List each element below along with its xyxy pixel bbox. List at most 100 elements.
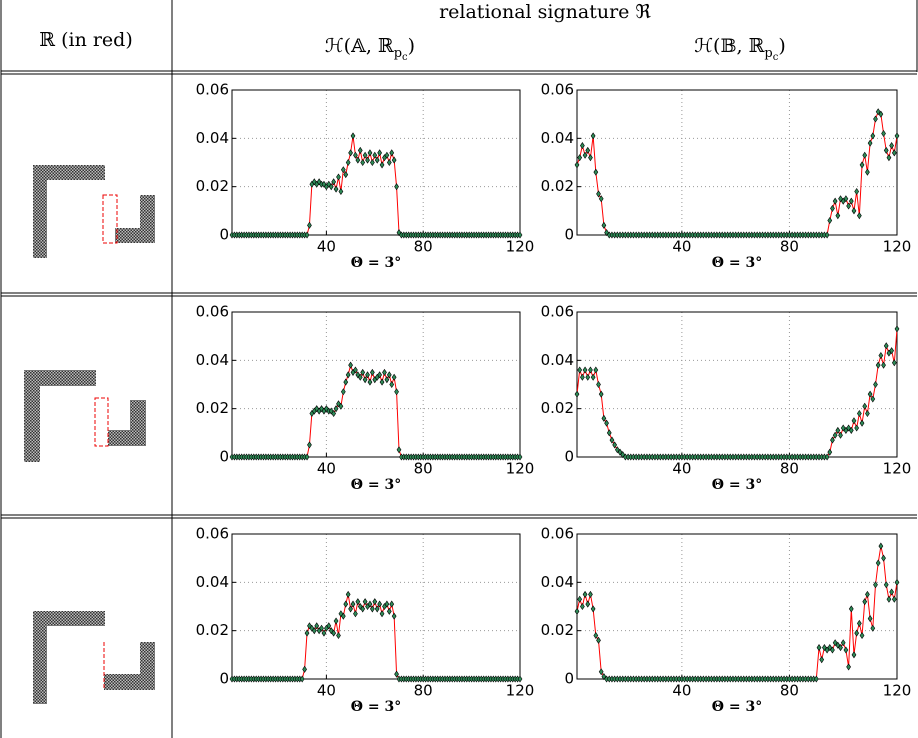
plot-area	[577, 312, 897, 457]
data-point	[601, 414, 607, 422]
x-tick-label: 120	[883, 460, 912, 478]
y-tick-label: 0	[564, 448, 574, 466]
data-point	[367, 149, 373, 157]
data-point	[585, 373, 591, 381]
y-tick-label: 0.06	[196, 303, 229, 321]
data-point	[851, 207, 857, 215]
data-point	[894, 578, 900, 586]
data-point	[883, 146, 889, 154]
data-point	[360, 368, 366, 376]
data-point	[302, 665, 307, 673]
data-point	[362, 376, 368, 384]
data-point	[360, 605, 366, 613]
data-point	[873, 380, 878, 389]
y-tick-label: 0	[219, 226, 229, 244]
data-point	[379, 610, 385, 618]
data-point	[357, 146, 363, 154]
y-tick-label: 0.02	[541, 621, 574, 639]
y-tick-label: 0.02	[541, 399, 574, 417]
plot-area	[232, 90, 520, 235]
data-point	[612, 441, 618, 449]
data-point	[580, 602, 585, 611]
data-point	[881, 361, 886, 369]
x-tick-label: 120	[883, 238, 912, 256]
data-point	[835, 212, 841, 220]
data-point	[859, 631, 865, 640]
data-point	[590, 605, 596, 613]
data-point	[311, 627, 317, 635]
data-point	[886, 595, 892, 603]
data-point	[878, 542, 884, 550]
data-point	[574, 607, 580, 615]
data-point	[854, 629, 860, 637]
data-point	[596, 636, 601, 644]
data-point	[891, 149, 897, 157]
data-point	[580, 142, 585, 150]
data-point	[830, 646, 835, 654]
data-point	[348, 361, 353, 369]
data-point	[367, 600, 373, 608]
data-point	[340, 612, 346, 620]
data-point	[365, 371, 370, 379]
data-point	[343, 171, 349, 179]
x-axis-label: Θ = 3°	[351, 255, 401, 271]
data-point	[590, 373, 596, 381]
data-point	[345, 590, 351, 598]
data-point	[870, 624, 876, 632]
data-point	[377, 149, 382, 157]
y-tick-label: 0.04	[541, 129, 574, 147]
header-subsub: c	[773, 52, 779, 63]
data-point	[379, 161, 385, 169]
data-point	[891, 595, 897, 603]
x-axis-label: Θ = 3°	[712, 477, 762, 493]
x-tick-label: 80	[414, 238, 433, 256]
data-point	[319, 624, 324, 632]
data-point	[345, 158, 351, 167]
data-point	[873, 581, 878, 589]
data-point	[336, 173, 341, 181]
header-col2: ℋ(𝔹, ℝpc)	[694, 35, 785, 63]
data-point	[517, 453, 523, 461]
data-point	[389, 380, 395, 389]
data-point	[343, 378, 349, 386]
shape-row-1	[33, 165, 155, 258]
data-point	[843, 195, 849, 203]
data-point	[350, 132, 356, 140]
x-tick-label: 40	[317, 238, 336, 256]
data-point	[580, 373, 585, 381]
y-tick-label: 0.04	[541, 351, 574, 369]
data-point	[851, 417, 857, 425]
data-point	[824, 453, 830, 461]
data-point	[391, 156, 397, 164]
data-point	[338, 402, 344, 410]
data-point	[598, 195, 604, 203]
data-point	[593, 168, 599, 176]
data-point	[326, 622, 332, 630]
data-point	[588, 366, 593, 374]
y-tick-label: 0.04	[196, 351, 229, 369]
data-point	[574, 390, 580, 398]
data-point	[374, 605, 380, 613]
x-tick-label: 40	[672, 460, 691, 478]
data-point	[370, 605, 375, 613]
data-point	[394, 183, 399, 191]
data-point	[894, 325, 900, 333]
header-main: ℋ(𝔹, ℝ	[694, 35, 764, 57]
plot-frame	[231, 533, 521, 680]
data-point	[883, 342, 889, 350]
data-point	[384, 151, 390, 159]
data-point	[813, 675, 819, 683]
data-point	[355, 156, 361, 164]
y-tick-label: 0	[564, 670, 574, 688]
data-point	[816, 644, 822, 652]
data-point	[862, 402, 868, 410]
data-point	[389, 149, 395, 157]
x-axis-label: Θ = 3°	[712, 699, 762, 715]
data-point	[838, 644, 843, 652]
header-r: ℝ (in red)	[39, 29, 133, 51]
data-point	[348, 149, 353, 157]
data-point	[577, 366, 583, 374]
y-tick-label: 0	[219, 670, 229, 688]
data-point	[394, 388, 399, 396]
